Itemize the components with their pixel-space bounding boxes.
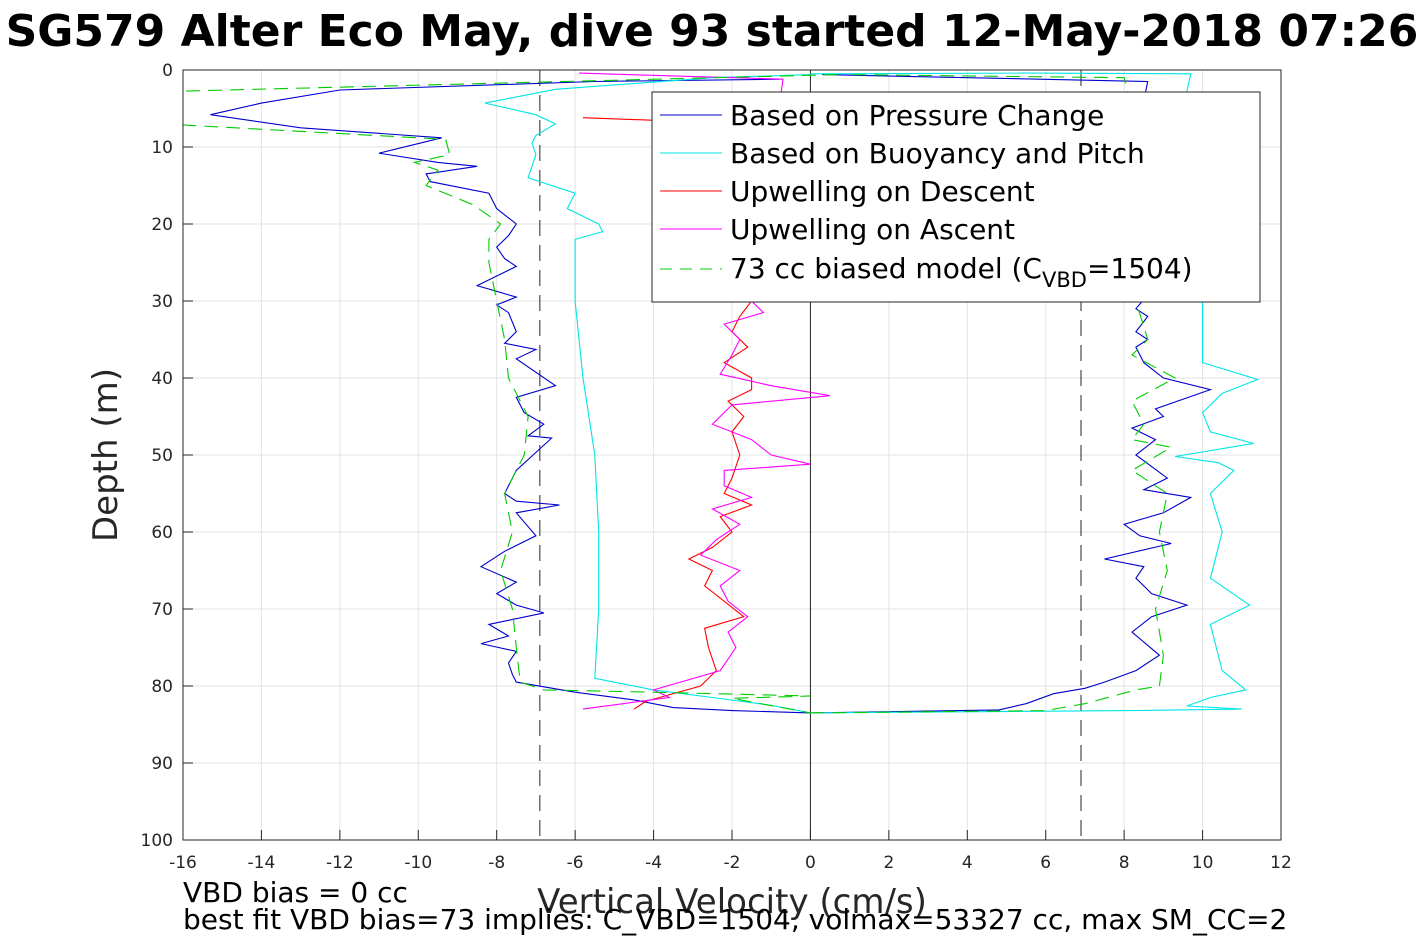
- legend-entry-buoyancy: Based on Buoyancy and Pitch: [730, 137, 1145, 170]
- legend-model-main: 73 cc biased model (C: [730, 252, 1042, 285]
- series-pressure_descent: [210, 78, 811, 714]
- y-tick-label: 0: [162, 61, 173, 81]
- x-tick-label: -4: [645, 853, 662, 873]
- x-tick-label: 4: [962, 853, 973, 873]
- x-tick-label: 12: [1270, 853, 1292, 873]
- x-tick-labels: -16 -14 -12 -10 -8 -6 -4 -2 0 2 4 6 8 10 12: [169, 853, 1292, 873]
- y-tick-label: 50: [151, 446, 173, 466]
- legend-entry-model: 73 cc biased model (CVBD=1504): [730, 252, 1193, 292]
- legend-entry-upwelling-ascent: Upwelling on Ascent: [730, 213, 1015, 246]
- x-tick-label: 8: [1119, 853, 1130, 873]
- x-tick-label: 10: [1192, 853, 1214, 873]
- legend: Based on Pressure Change Based on Buoyan…: [651, 91, 1261, 303]
- y-tick-label: 20: [151, 215, 173, 235]
- chart-title: SG579 Alter Eco May, dive 93 started 12-…: [6, 6, 1417, 57]
- y-tick-label: 80: [151, 677, 173, 697]
- legend-model-tail: =1504): [1087, 252, 1193, 285]
- x-tick-label: -8: [488, 853, 505, 873]
- x-tick-label: -12: [326, 853, 354, 873]
- y-tick-labels: 0 10 20 30 40 50 60 70 80 90 100: [141, 61, 173, 851]
- series-pressure_ascent: [810, 74, 1213, 714]
- series-model_ascent: [810, 74, 1177, 714]
- series-model_descent: [183, 74, 838, 714]
- x-tick-label: 0: [805, 853, 816, 873]
- series-upwelling_ascent: [579, 72, 831, 710]
- x-axis-label: Vertical Velocity (cm/s): [537, 882, 927, 922]
- y-tick-label: 10: [151, 138, 173, 158]
- y-tick-label: 90: [151, 754, 173, 774]
- x-tick-label: -16: [169, 853, 197, 873]
- y-tick-label: 100: [141, 831, 173, 851]
- legend-entry-upwelling-descent: Upwelling on Descent: [730, 175, 1035, 208]
- x-tick-label: -14: [248, 853, 276, 873]
- x-tick-label: -10: [404, 853, 432, 873]
- x-tick-label: 6: [1040, 853, 1051, 873]
- legend-box: [651, 91, 1261, 303]
- y-tick-label: 40: [151, 369, 173, 389]
- series-buoyancy_descent: [484, 74, 811, 714]
- x-tick-label: -2: [724, 853, 741, 873]
- x-tick-label: -6: [567, 853, 584, 873]
- y-axis-label: Depth (m): [86, 368, 126, 542]
- y-tick-label: 30: [151, 292, 173, 312]
- legend-entry-pressure: Based on Pressure Change: [730, 99, 1104, 132]
- x-tick-label: 2: [883, 853, 894, 873]
- axes-frame: [182, 69, 1282, 841]
- legend-model-sub: VBD: [1042, 268, 1087, 292]
- footer-line-1: VBD bias = 0 cc: [183, 876, 408, 909]
- y-tick-label: 70: [151, 600, 173, 620]
- y-tick-label: 60: [151, 523, 173, 543]
- data-series: [183, 72, 1260, 714]
- footer-line-2: best fit VBD bias=73 implies: C_VBD=1504…: [183, 903, 1287, 936]
